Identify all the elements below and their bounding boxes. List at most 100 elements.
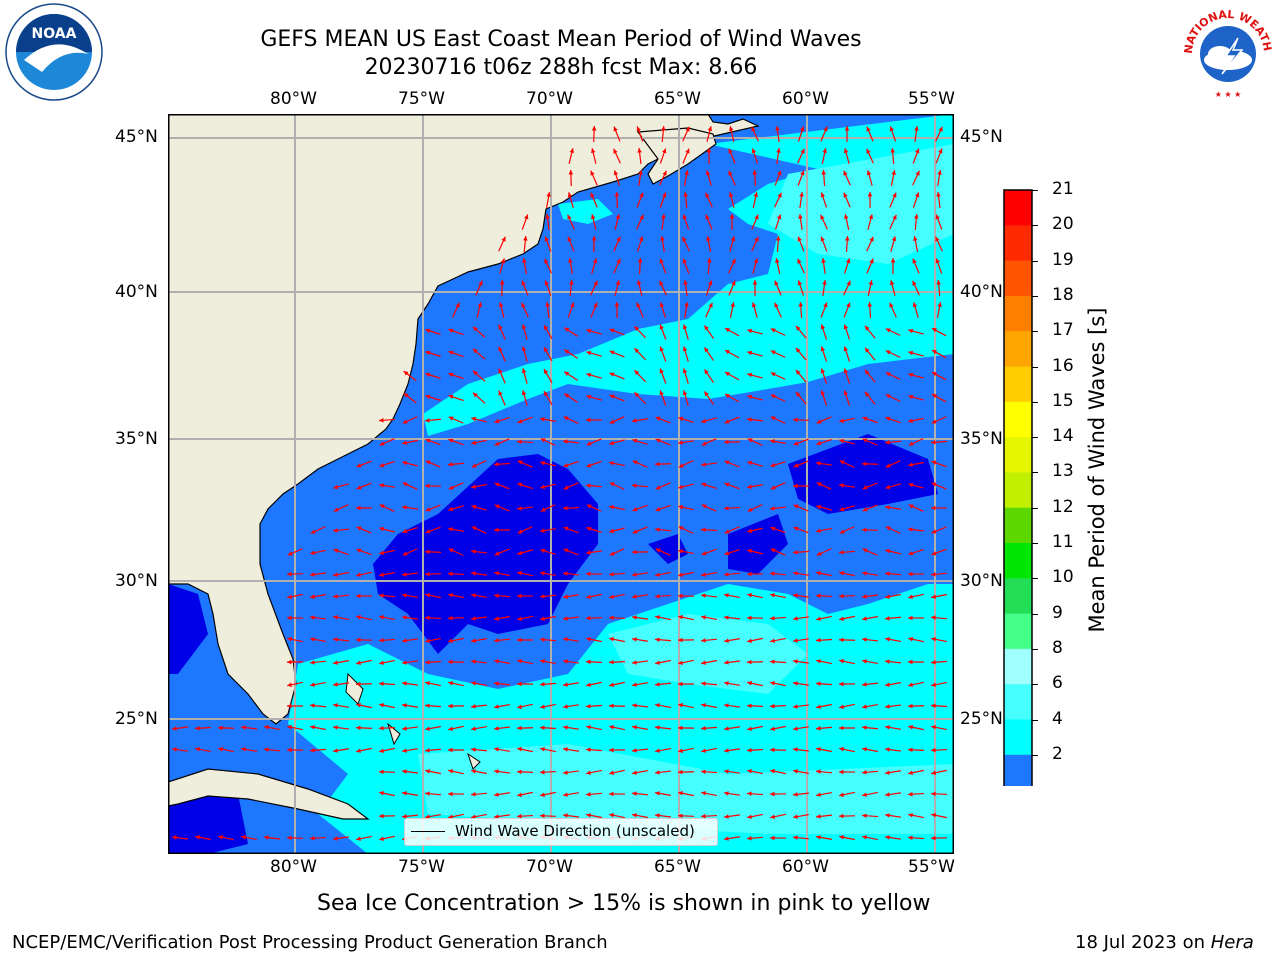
wave-arrow-head xyxy=(770,328,776,333)
wave-arrow-head xyxy=(586,526,592,532)
wave-arrow-head xyxy=(425,507,431,512)
wave-arrow-head xyxy=(770,835,775,841)
wave-arrow-head xyxy=(678,572,683,577)
wave-arrow-head xyxy=(379,637,384,643)
wave-arrow-head xyxy=(862,725,867,730)
wave-arrow-head xyxy=(425,460,431,465)
wave-arrow-head xyxy=(885,571,890,576)
wave-arrow-head xyxy=(586,725,591,730)
wave-arrow-head xyxy=(816,593,821,599)
wave-arrow-head xyxy=(425,549,430,555)
wave-arrow-head xyxy=(889,302,894,308)
wave-arrow-head xyxy=(609,594,614,599)
wave-arrow-head xyxy=(402,440,407,445)
wave-arrow-head xyxy=(747,438,753,443)
wave-arrow-head xyxy=(379,572,384,577)
wave-arrow-head xyxy=(609,659,614,665)
wave-arrow-head xyxy=(425,681,430,686)
colorbar-tick-mark xyxy=(1032,437,1038,439)
wave-arrow-head xyxy=(724,529,730,534)
colorbar-tick-mark xyxy=(1032,472,1038,474)
wave-arrow-head xyxy=(448,571,453,577)
wave-arrow-head xyxy=(521,346,527,352)
wave-arrow-head xyxy=(586,441,592,446)
wave-arrow-head xyxy=(632,483,637,488)
wave-arrow-head xyxy=(678,440,683,445)
wave-arrow-head xyxy=(839,550,844,555)
lon-label-top-75w: 75°W xyxy=(398,89,445,109)
wave-arrow-head xyxy=(563,462,569,468)
wave-arrow-head xyxy=(724,350,730,355)
wave-arrow-head xyxy=(616,236,621,242)
wave-arrow-head xyxy=(563,594,568,599)
wave-arrow-head xyxy=(590,214,596,220)
wave-arrow-head xyxy=(563,659,568,664)
wave-arrow-head xyxy=(471,484,476,489)
wave-arrow-head xyxy=(517,704,523,709)
wave-arrow-head xyxy=(793,593,798,598)
wave-arrow-head xyxy=(632,682,637,687)
wave-arrow-head xyxy=(471,416,477,422)
wave-arrow-head xyxy=(241,725,246,730)
wave-arrow-head xyxy=(218,747,223,752)
wave-arrow-head xyxy=(425,529,431,534)
wave-arrow-head xyxy=(913,236,918,241)
wave-arrow-head xyxy=(636,302,641,308)
wave-arrow-head xyxy=(517,529,523,534)
wave-arrow-head xyxy=(310,835,315,841)
wave-arrow-head xyxy=(659,324,664,330)
wave-arrow-head xyxy=(775,236,781,241)
wave-arrow-head xyxy=(637,148,642,153)
wave-arrow-head xyxy=(634,348,640,354)
wave-arrow-head xyxy=(448,350,454,355)
wave-arrow-head xyxy=(632,438,638,444)
wave-arrow-head xyxy=(310,594,315,599)
wave-arrow-head xyxy=(701,681,706,686)
noaa-logo-text: NOAA xyxy=(32,26,77,42)
wave-arrow-head xyxy=(908,550,914,556)
wave-arrow-head xyxy=(701,813,706,819)
wave-arrow-head xyxy=(563,416,569,421)
wave-arrow-head xyxy=(287,835,292,841)
wave-arrow-head xyxy=(728,192,734,198)
wave-arrow-head xyxy=(448,659,453,665)
wave-arrow-head xyxy=(862,813,867,819)
colorbar-level xyxy=(1004,613,1032,650)
wave-arrow-head xyxy=(609,813,615,818)
wave-arrow-head xyxy=(379,681,384,687)
colorbar-tick-label: 20 xyxy=(1052,214,1074,235)
wave-arrow-head xyxy=(471,814,476,819)
wave-arrow-head xyxy=(931,813,936,818)
wave-arrow-head xyxy=(287,725,293,730)
wave-arrow-head xyxy=(264,725,269,730)
wave-arrow-head xyxy=(747,484,752,489)
wave-arrow-head xyxy=(891,170,896,175)
wave-arrow-head xyxy=(843,170,848,176)
map-frame xyxy=(168,114,954,854)
wave-arrow-head xyxy=(937,170,942,175)
wave-arrow-head xyxy=(517,550,523,556)
wave-arrow-head xyxy=(609,440,615,446)
wave-arrow-head xyxy=(586,372,592,378)
wave-arrow-head xyxy=(494,461,499,467)
wave-arrow-head xyxy=(287,571,292,577)
wave-arrow-head xyxy=(563,637,568,642)
wave-arrow-head xyxy=(586,615,591,621)
wave-arrow-head xyxy=(568,170,574,175)
wave-arrow-head xyxy=(540,769,545,775)
wave-arrow-head xyxy=(517,571,523,576)
wave-arrow-head xyxy=(820,324,826,330)
wave-arrow-head xyxy=(472,348,478,354)
wave-arrow-head xyxy=(540,637,545,642)
wave-arrow-head xyxy=(678,703,684,708)
wave-arrow-head xyxy=(500,258,506,264)
wave-arrow-head xyxy=(747,417,752,422)
wave-arrow-head xyxy=(448,548,454,553)
lat-label-left-25n: 25°N xyxy=(115,709,158,729)
wave-arrow-head xyxy=(632,770,637,775)
wave-arrow-head xyxy=(862,416,868,421)
wave-arrow-head xyxy=(799,192,804,197)
wave-arrow-head xyxy=(776,214,782,220)
wave-arrow-head xyxy=(823,126,828,132)
wave-arrow-head xyxy=(885,770,890,775)
